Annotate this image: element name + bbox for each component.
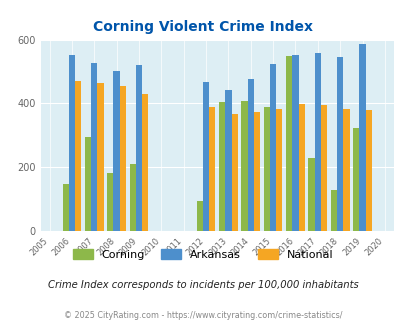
Bar — [202, 82, 209, 231]
Text: Crime Index corresponds to incidents per 100,000 inhabitants: Crime Index corresponds to incidents per… — [47, 280, 358, 290]
Bar — [225, 90, 231, 231]
Bar — [292, 55, 298, 231]
Bar — [75, 81, 81, 231]
Bar — [91, 63, 97, 231]
Bar — [68, 54, 75, 231]
Bar — [358, 44, 365, 231]
Text: Corning Violent Crime Index: Corning Violent Crime Index — [93, 20, 312, 34]
Bar — [298, 104, 304, 231]
Bar — [136, 65, 142, 231]
Bar — [62, 184, 68, 231]
Bar — [343, 109, 349, 231]
Text: © 2025 CityRating.com - https://www.cityrating.com/crime-statistics/: © 2025 CityRating.com - https://www.city… — [64, 311, 341, 320]
Bar — [119, 86, 126, 231]
Bar — [336, 56, 343, 231]
Bar — [308, 158, 314, 231]
Bar — [330, 189, 336, 231]
Legend: Corning, Arkansas, National: Corning, Arkansas, National — [68, 245, 337, 264]
Bar — [320, 105, 326, 231]
Bar — [275, 109, 282, 231]
Bar — [142, 94, 148, 231]
Bar — [352, 128, 358, 231]
Bar — [85, 137, 91, 231]
Bar — [129, 164, 136, 231]
Bar — [269, 64, 275, 231]
Bar — [263, 107, 269, 231]
Bar — [231, 114, 237, 231]
Bar — [241, 101, 247, 231]
Bar — [286, 55, 292, 231]
Bar — [97, 83, 103, 231]
Bar — [209, 107, 215, 231]
Bar — [247, 80, 253, 231]
Bar — [365, 110, 371, 231]
Bar — [107, 173, 113, 231]
Bar — [314, 53, 320, 231]
Bar — [113, 71, 119, 231]
Bar — [253, 112, 260, 231]
Bar — [218, 102, 225, 231]
Bar — [196, 201, 202, 231]
